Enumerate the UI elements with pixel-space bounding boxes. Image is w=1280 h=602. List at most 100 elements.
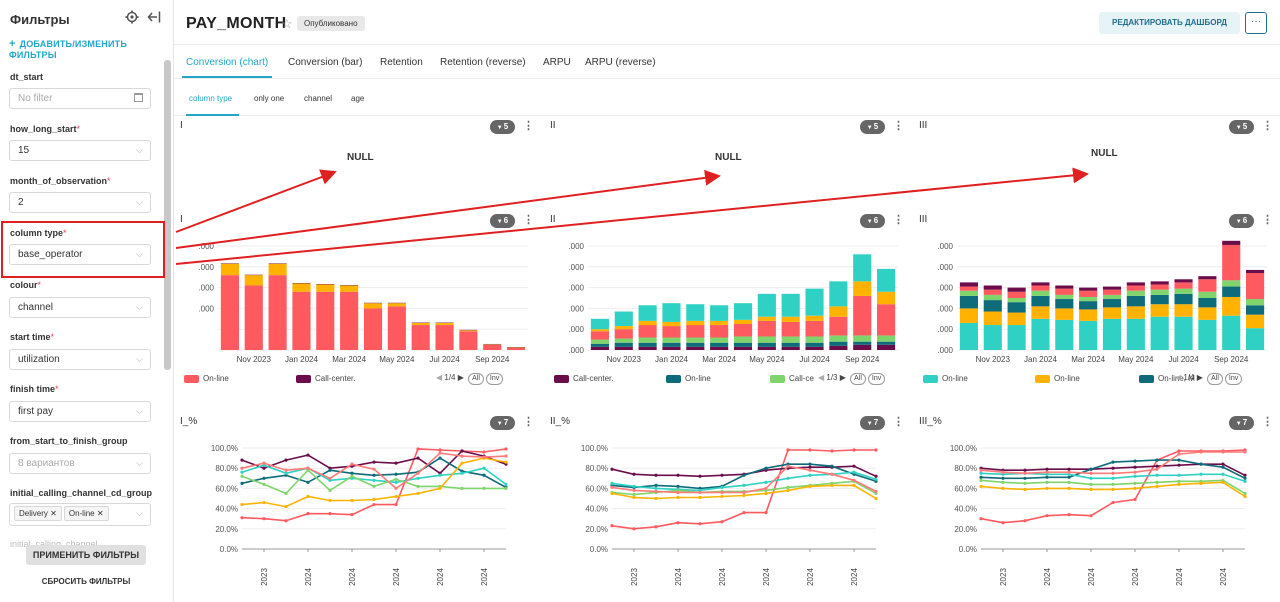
tab-arpu-reverse[interactable]: ARPU (reverse) [585, 57, 656, 68]
bar-segment[interactable] [757, 342, 776, 347]
data-point[interactable] [610, 491, 614, 496]
data-point[interactable] [830, 472, 834, 476]
bar-segment[interactable] [1246, 299, 1265, 306]
data-point[interactable] [808, 462, 812, 466]
bar-segment[interactable] [1055, 319, 1074, 350]
data-point[interactable] [742, 490, 746, 495]
data-point[interactable] [416, 471, 420, 475]
data-point[interactable] [394, 472, 398, 476]
filter-count-badge[interactable]: ▼6 [1229, 214, 1254, 228]
data-point[interactable] [306, 453, 310, 457]
bar-segment[interactable] [1222, 286, 1241, 297]
filter-count-badge[interactable]: ▼5 [1229, 120, 1254, 134]
bar-segment[interactable] [877, 304, 896, 336]
data-point[interactable] [852, 478, 856, 482]
tab-retention-reverse[interactable]: Retention (reverse) [440, 57, 526, 68]
bar-segment[interactable] [829, 316, 848, 336]
bar-segment[interactable] [220, 275, 239, 350]
data-point[interactable] [742, 511, 746, 515]
data-point[interactable] [240, 481, 244, 485]
data-point[interactable] [808, 468, 812, 472]
data-point[interactable] [1045, 470, 1049, 474]
subtab-age[interactable]: age [351, 94, 365, 103]
legend-next-icon[interactable]: ▶ [837, 373, 849, 382]
bar-segment[interactable] [590, 329, 609, 332]
data-point[interactable] [1067, 475, 1071, 479]
bar-segment[interactable] [459, 331, 478, 350]
bar-segment[interactable] [877, 291, 896, 305]
card-menu-icon[interactable]: ⋮ [893, 214, 904, 226]
bar-segment[interactable] [1102, 307, 1122, 319]
bar-segment[interactable] [1102, 294, 1122, 300]
data-point[interactable] [460, 471, 464, 475]
bar-segment[interactable] [244, 275, 263, 286]
data-point[interactable] [786, 476, 790, 480]
data-point[interactable] [1199, 481, 1203, 485]
bar-segment[interactable] [1079, 290, 1098, 297]
data-point[interactable] [1243, 476, 1247, 480]
bar-segment[interactable] [638, 346, 657, 350]
data-point[interactable] [372, 460, 376, 464]
more-options-button[interactable]: ··· [1245, 12, 1267, 34]
bar-segment[interactable] [590, 343, 609, 347]
bar-segment[interactable] [733, 324, 753, 337]
data-point[interactable] [632, 527, 636, 531]
filter-count-badge[interactable]: ▼5 [490, 120, 515, 134]
bar-segment[interactable] [340, 291, 359, 350]
bar-segment[interactable] [614, 329, 633, 339]
bar-segment[interactable] [805, 342, 824, 347]
data-point[interactable] [852, 483, 856, 487]
bar-segment[interactable] [1031, 290, 1050, 296]
data-point[interactable] [240, 502, 244, 507]
bar-segment[interactable] [483, 344, 502, 350]
data-point[interactable] [262, 482, 266, 486]
legend-item[interactable]: Call-center. [296, 374, 355, 383]
bar-segment[interactable] [1222, 296, 1241, 316]
data-point[interactable] [874, 448, 878, 452]
bar-segment[interactable] [829, 281, 848, 307]
data-point[interactable] [372, 473, 376, 477]
bar-segment[interactable] [268, 275, 287, 350]
data-point[interactable] [306, 512, 310, 516]
data-point[interactable] [504, 486, 508, 490]
data-point[interactable] [1243, 479, 1247, 483]
data-point[interactable] [504, 460, 508, 464]
bar-segment[interactable] [853, 295, 872, 336]
bar-segment[interactable] [268, 263, 287, 276]
bar-segment[interactable] [1198, 291, 1217, 298]
data-point[interactable] [1023, 481, 1027, 485]
data-point[interactable] [874, 477, 878, 481]
bar-segment[interactable] [1126, 285, 1145, 291]
data-point[interactable] [1023, 487, 1027, 492]
bar-segment[interactable] [244, 285, 263, 350]
data-point[interactable] [830, 464, 834, 468]
bar-segment[interactable] [662, 321, 681, 327]
collapse-sidebar-icon[interactable] [147, 10, 161, 27]
data-point[interactable] [284, 471, 288, 475]
legend-item[interactable]: On-line [923, 374, 968, 383]
data-point[interactable] [742, 473, 746, 477]
bar-segment[interactable] [1079, 301, 1098, 310]
data-point[interactable] [438, 473, 442, 477]
data-point[interactable] [1155, 480, 1159, 484]
data-point[interactable] [372, 484, 376, 488]
bar-segment[interactable] [757, 293, 776, 317]
data-point[interactable] [720, 490, 724, 495]
bar-segment[interactable] [435, 325, 454, 350]
data-point[interactable] [240, 470, 244, 474]
data-point[interactable] [306, 494, 310, 499]
bar-segment[interactable] [1246, 314, 1265, 329]
bar-segment[interactable] [781, 342, 800, 347]
bar-segment[interactable] [590, 346, 609, 350]
bar-segment[interactable] [1174, 288, 1193, 294]
data-point[interactable] [1089, 482, 1093, 486]
data-point[interactable] [1111, 466, 1115, 470]
bar-segment[interactable] [959, 282, 978, 287]
data-point[interactable] [482, 450, 486, 454]
bar-segment[interactable] [292, 283, 311, 292]
data-point[interactable] [979, 471, 983, 475]
legend-item[interactable]: On-line [1035, 374, 1080, 383]
from-start-to-finish-group-select[interactable]: 8 вариантов ⌵ [9, 453, 151, 474]
data-point[interactable] [350, 471, 354, 475]
bar-segment[interactable] [686, 337, 705, 343]
